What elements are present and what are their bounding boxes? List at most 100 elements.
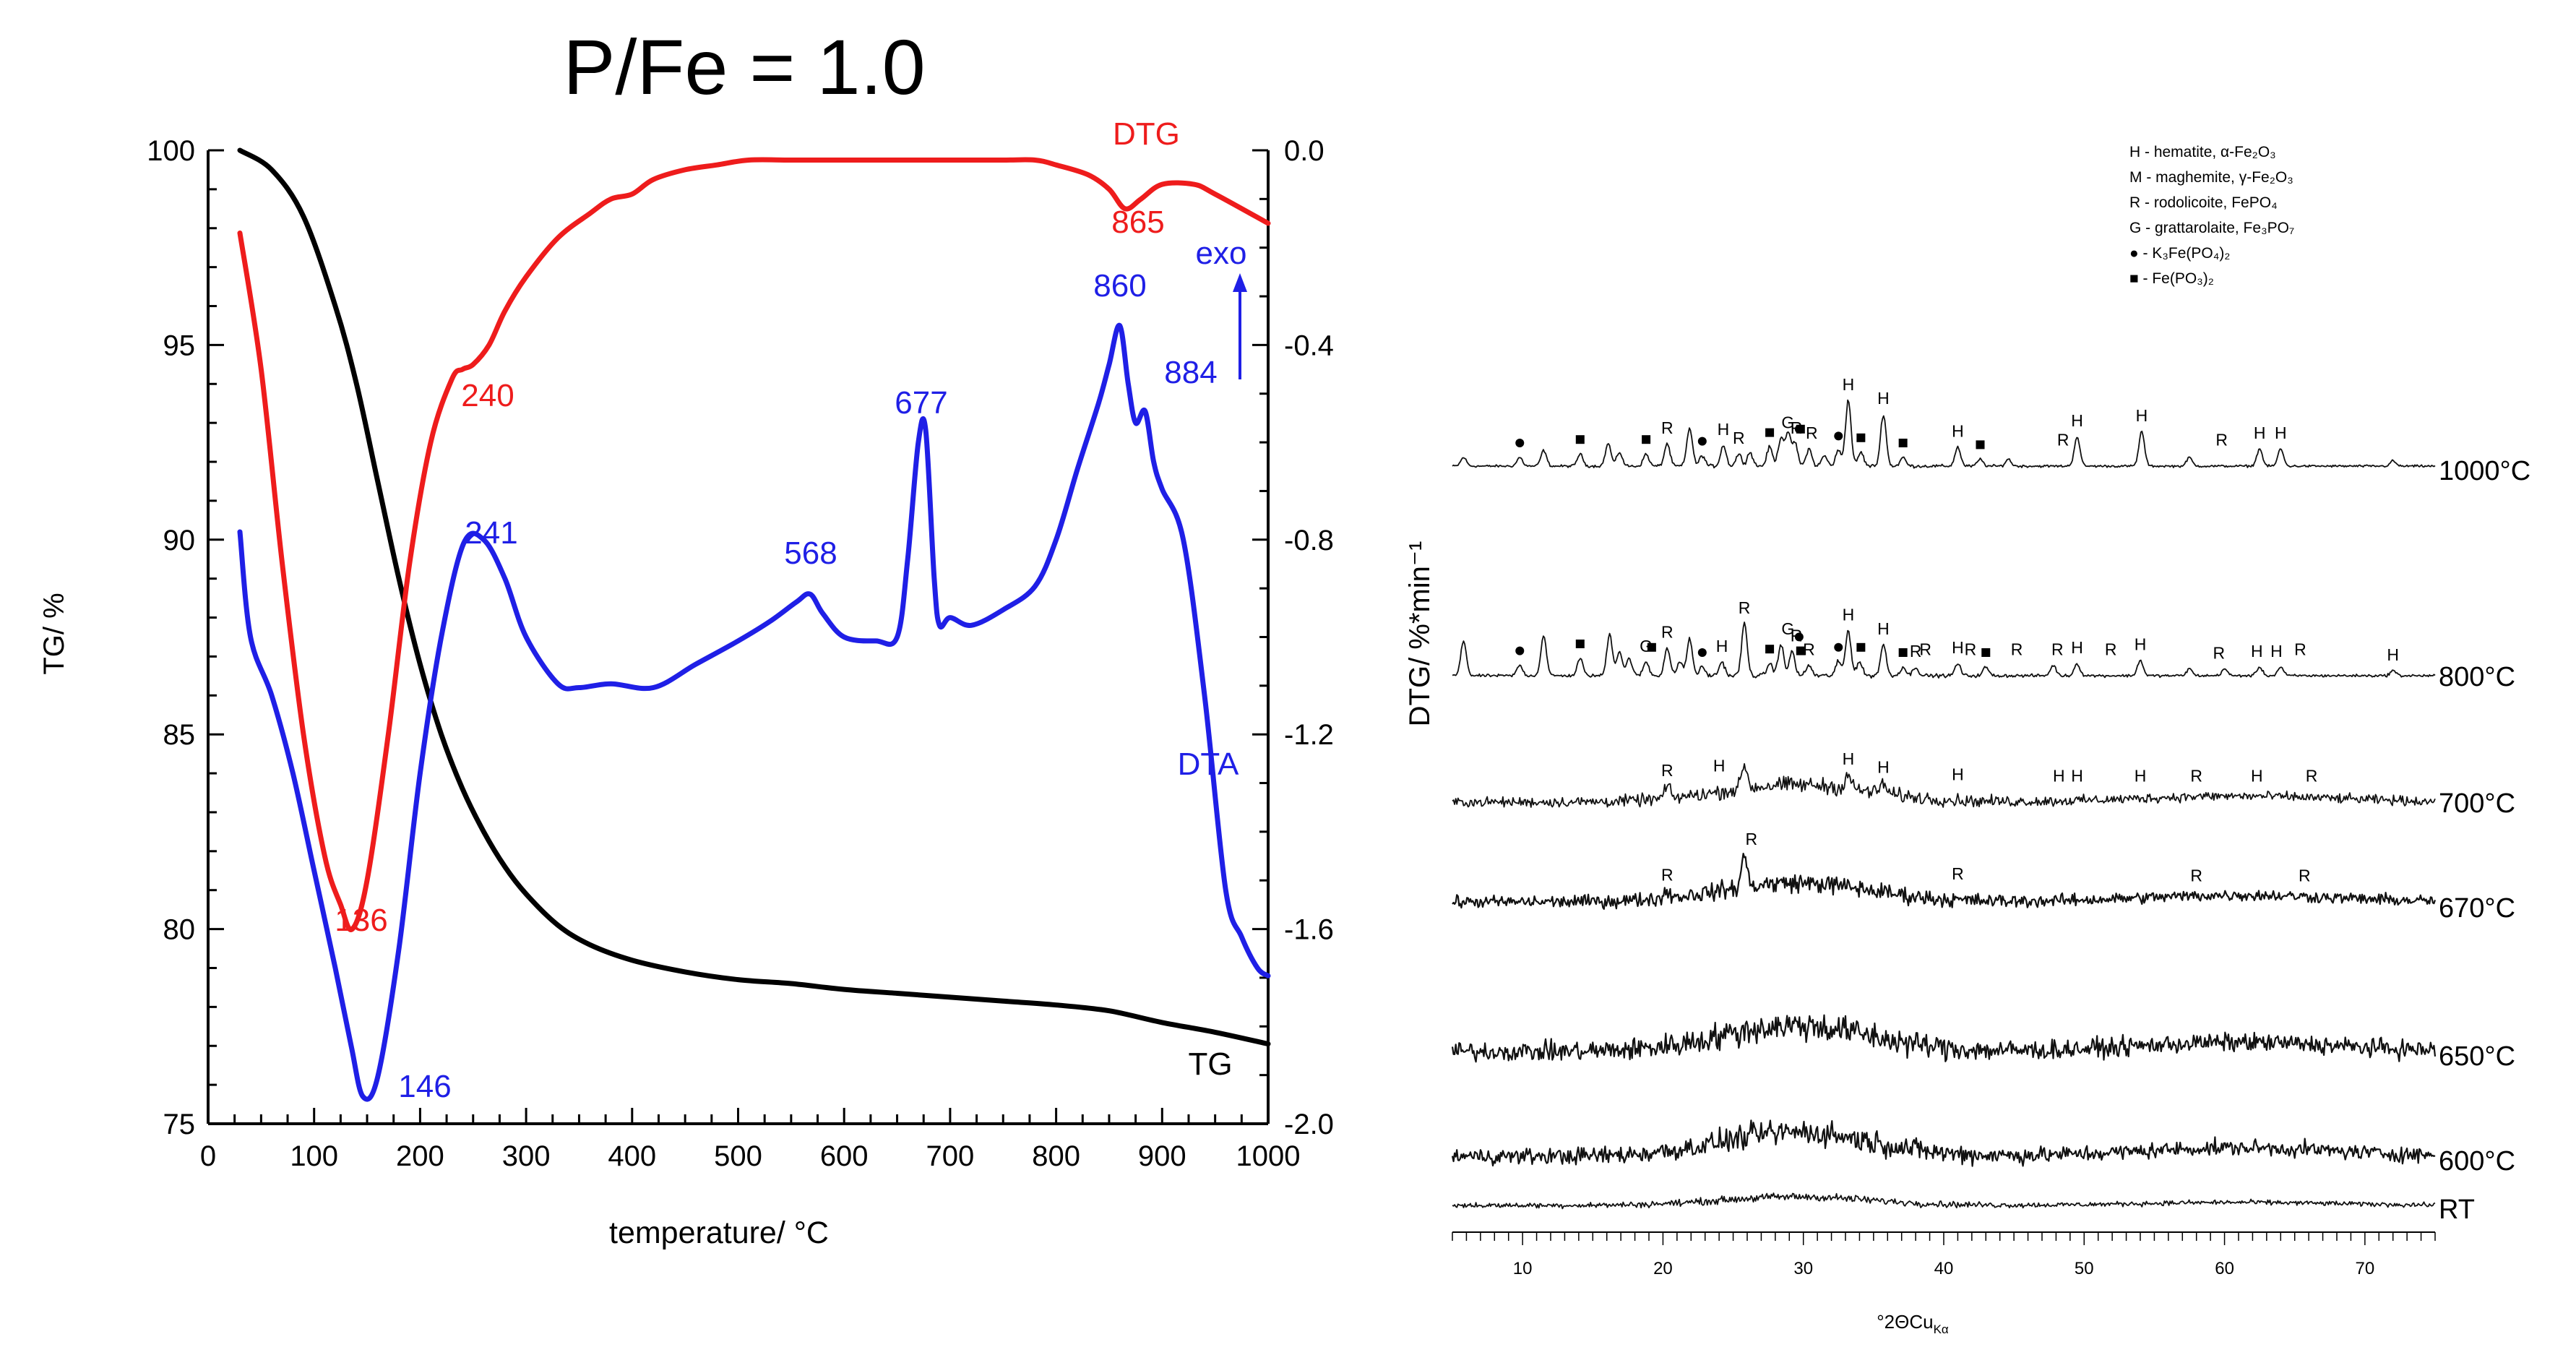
xrd-trace [1451,1119,2436,1167]
xrd-peak-label: R [1919,640,1931,659]
xrd-peak-label: R [1661,418,1673,437]
xrd-peak-label: H [2251,767,2263,786]
xrd-trace-label: RT [2439,1195,2475,1225]
xrd-peak-label: H [2136,406,2148,425]
xrd-trace-label: 650°C [2439,1041,2515,1072]
xrd-trace-label: 700°C [2439,788,2515,819]
xrd-peak-label: R [2105,640,2117,659]
xrd-peak-label: G [1781,619,1794,638]
dta-peak-677-label: 677 [895,385,947,421]
x-tick-label: 1000 [1236,1140,1301,1172]
series-layer [237,147,1271,1102]
xrd-square-marker [1796,424,1805,434]
dtg-curve [237,157,1271,932]
xrd-peak-label: R [1910,642,1922,661]
xrd-square-marker [1575,435,1585,444]
xrd-peak-label: H [1952,422,1964,441]
y-tick-label: 90 [163,525,196,556]
xrd-trace [1452,853,2437,910]
xrd-peak-label: R [2051,640,2064,659]
xrd-square-marker [1898,648,1908,657]
xrd-square-marker [1575,640,1585,648]
xrd-peak-label: R [1661,623,1673,642]
xrd-chart: 10 20 30 40 50 60 70 °2ΘCuKα H - hematite, α-F… [1451,144,2530,1336]
xrd-circle-marker [1834,431,1843,441]
xrd-peak-label: H [2275,423,2287,442]
exo-label: exo [1196,236,1247,271]
xrd-peak-label: R [1739,598,1751,617]
dtg-curve-label: DTG [1113,116,1180,152]
exo-arrow [1233,273,1247,379]
xrd-legend-entry: M - maghemite, γ-Fe₂O₃ [2129,169,2293,186]
dta-peak-146-label: 146 [398,1069,451,1104]
xrd-circle-marker [1697,436,1707,446]
x-tick-label: 400 [608,1140,656,1172]
xrd-peak-label: H [1718,420,1730,439]
xrd-tick-label: 70 [2356,1259,2375,1278]
xrd-square-marker [1796,646,1805,655]
xrd-legend-entry: R - rodolicoite, FePO₄ [2129,194,2278,211]
xrd-peak-label: H [2251,642,2263,661]
xrd-tick-label: 30 [1793,1259,1813,1278]
xrd-peak-label: H [1877,389,1890,408]
y2-tick-label: -1.6 [1284,914,1334,946]
xrd-legend: H - hematite, α-Fe₂O₃ M - maghemite, γ-Fe… [2129,144,2294,287]
xrd-tick-label: 50 [2075,1259,2094,1278]
y-tick-label: 100 [147,135,195,167]
y2-tick-label: 0.0 [1284,135,1324,167]
y2-tick-label: -1.2 [1284,719,1334,751]
tg-curve [237,147,1271,1046]
xrd-circle-marker [1515,439,1525,447]
x-tick-label: 200 [396,1140,444,1172]
y-tick-label: 95 [163,330,196,361]
xrd-x-axis: 10 20 30 40 50 60 70 [1452,1231,2436,1278]
xrd-circle-marker [1794,632,1804,642]
xrd-legend-entry: H - hematite, α-Fe₂O₃ [2129,144,2276,160]
xrd-peak-label: H [2053,767,2065,786]
xrd-peak-label: R [1965,640,1977,659]
x-tick-label: 300 [502,1140,551,1172]
xrd-peak-label: H [2071,638,2083,657]
xrd-peak-label: H [2387,645,2399,664]
x-tick-label: 600 [820,1140,869,1172]
xrd-peak-label: H [1877,619,1890,638]
tg-curve-label: TG [1188,1046,1232,1082]
xrd-peak-label: H [1952,765,1964,783]
xrd-peak-label: R [1733,429,1745,447]
xrd-trace-label: 1000°C [2439,456,2530,486]
thermal-analysis-chart: P/Fe = 1.0 0 100 200 300 400 500 600 700 800 900 1… [38,23,1436,1250]
xrd-circle-marker [1697,648,1707,657]
xrd-trace-label: 670°C [2439,893,2515,924]
xrd-peak-label: R [1746,830,1758,848]
y-tick-label: 75 [163,1109,196,1140]
y-tick-label: 80 [163,914,196,946]
x-tick-label: 800 [1032,1140,1080,1172]
xrd-traces: 1000°CHHHRRGRRHHHRRHH800°CRHRGRHHGRRRHRR… [1451,375,2530,1225]
xrd-square-marker [1647,642,1656,652]
xrd-square-marker [1765,645,1775,654]
xrd-peak-label: R [2190,767,2202,786]
xrd-trace-label: 600°C [2439,1146,2515,1177]
plot-frame: 0 100 200 300 400 500 600 700 800 900 1000 75 80 85 90… [147,135,1334,1172]
xrd-peak-label: R [2294,640,2306,659]
xrd-tick-label: 60 [2215,1259,2234,1278]
xrd-peak-label: H [1843,749,1855,768]
xrd-peak-label: R [1661,761,1673,780]
x-tick-label: 500 [714,1140,762,1172]
xrd-peak-label: H [2254,423,2266,442]
xrd-legend-entry: ● - K₃Fe(PO₄)₂ [2129,245,2230,262]
xrd-peak-label: H [1952,638,1964,657]
xrd-peak-label: R [1803,640,1815,659]
xrd-trace [1452,763,2436,808]
xrd-peak-label: H [1843,375,1855,394]
xrd-peak-label: R [2306,767,2318,786]
dtg-peak-865-label: 865 [1111,205,1164,240]
xrd-peak-label: H [2135,635,2147,653]
x-axis-label: temperature/ °C [609,1216,829,1250]
xrd-square-marker [1642,435,1651,444]
xrd-peak-label: G [1781,413,1794,432]
xrd-peak-label: R [1952,864,1964,883]
dta-curve [237,322,1271,1102]
xrd-legend-entry: G - grattarolaite, Fe₃PO₇ [2129,220,2294,236]
